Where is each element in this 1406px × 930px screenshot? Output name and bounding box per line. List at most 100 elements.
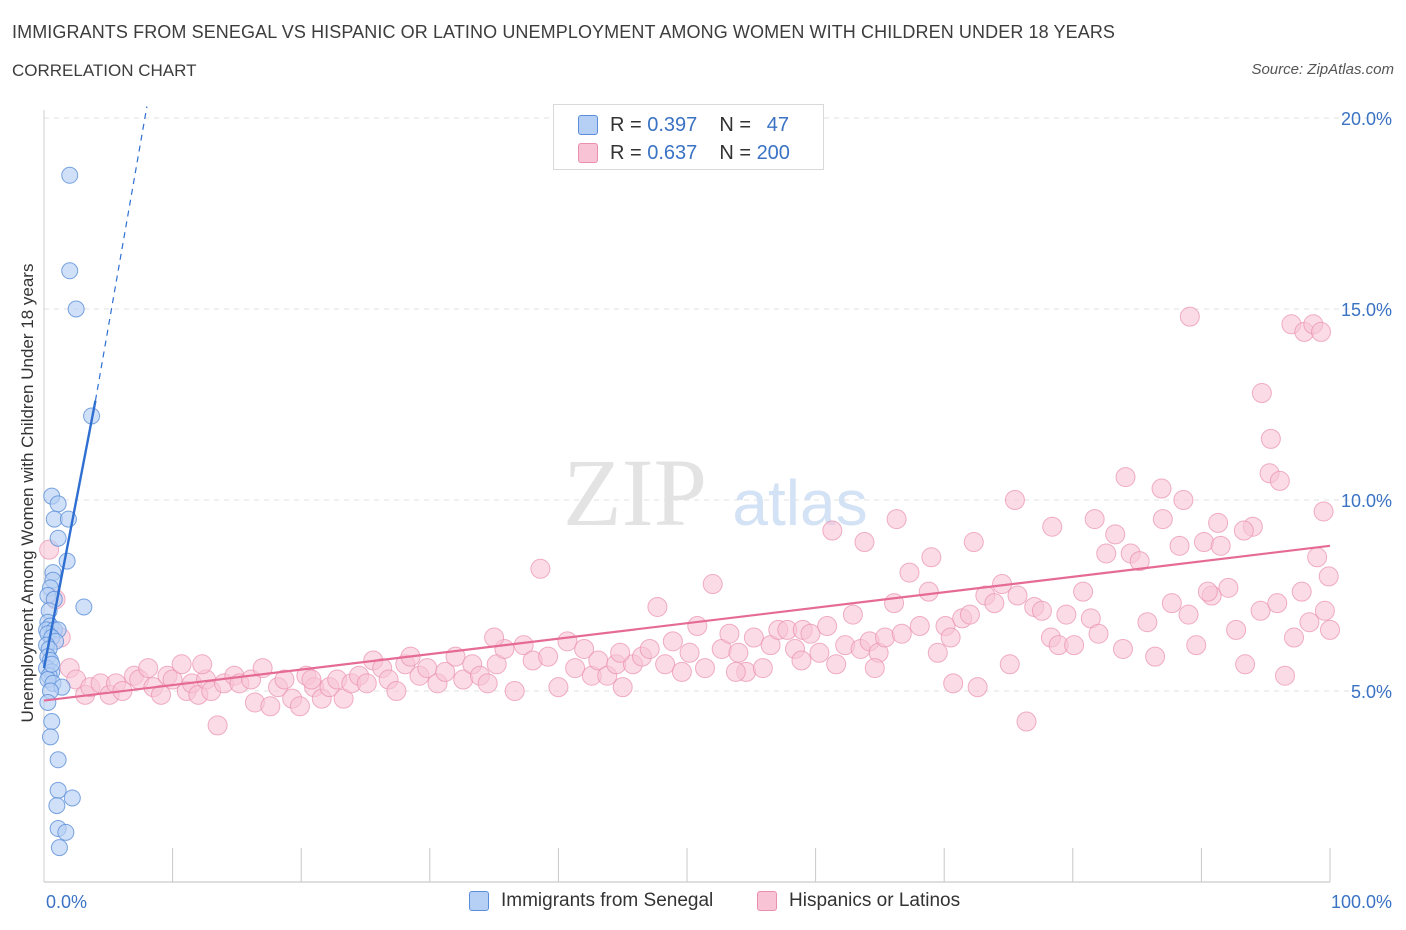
hispanic-point [999,654,1020,675]
correlation-legend: R = 0.397 N = 47 R = 0.637 N = 200 [553,104,824,170]
hispanic-point [538,646,559,667]
hispanic-point [192,654,213,675]
senegal-point [49,529,67,547]
legend-n-label: N = [719,113,751,136]
x-tick-label: 100.0% [1331,892,1392,912]
hispanic-point [1251,383,1272,404]
senegal-point [75,598,93,616]
legend-row-hispanic: R = 0.637 N = 200 [578,141,790,165]
hispanic-point [1197,581,1218,602]
tick-labels: 5.0% 10.0% 15.0% 20.0% 0.0% 100.0% [46,109,1392,912]
hispanic-point [791,650,812,671]
y-axis-label: Unemployment Among Women with Children U… [18,264,37,723]
hispanic-point [752,658,773,679]
hispanic-point [1031,600,1052,621]
hispanic-point [864,658,885,679]
hispanic-point [662,631,683,652]
hispanic-point [565,658,586,679]
senegal-point [63,789,81,807]
hispanic-point [800,623,821,644]
hispanic-point [1260,428,1281,449]
hispanic-point [1007,585,1028,606]
senegal-point [67,300,85,318]
hispanic-point [548,677,569,698]
hispanic-point [687,616,708,637]
hispanic-point [826,654,847,675]
bottom-legend-swatch-senegal [469,891,489,911]
hispanic-point [822,520,843,541]
watermark-zip: ZIP [563,439,707,546]
hispanic-point [1169,535,1190,556]
senegal-point [45,510,63,528]
hispanic-point [151,684,172,705]
senegal-trend-line [42,400,97,669]
hispanic-point [207,715,228,736]
legend-r-value-senegal: 0.397 [647,113,698,136]
hispanic-point [1208,512,1229,533]
hispanic-point [854,532,875,553]
senegal-point [41,728,59,746]
hispanic-trend-line [43,544,1331,702]
hispanic-point [702,574,723,595]
legend-r-label: R = [610,113,642,136]
hispanic-point [1151,478,1172,499]
hispanic-point [1218,577,1239,598]
hispanic-point [1313,501,1334,522]
hispanic-point [743,627,764,648]
hispanic-point [1179,306,1200,327]
legend-n-value-hispanic: 200 [756,141,790,164]
hispanic-point [1310,321,1331,342]
senegal-point [48,797,66,815]
hispanic-point [610,642,631,663]
senegal-point [49,495,67,513]
senegal-trend-extension [94,106,148,401]
x-tick-label: 0.0% [46,892,87,912]
hispanic-point [1307,547,1328,568]
hispanic-point [927,642,948,663]
hispanic-point [574,638,595,659]
hispanic-point [1016,711,1037,732]
chart-subtitle: CORRELATION CHART [12,61,197,80]
hispanic-point [1226,619,1247,640]
y-tick-label: 15.0% [1341,300,1392,320]
senegal-point [61,166,79,184]
hispanic-point [1137,612,1158,633]
bottom-legend-hispanic: Hispanics or Latinos [757,890,960,912]
hispanic-point [356,673,377,694]
hispanic-point [1186,635,1207,656]
hispanic-point [647,596,668,617]
hispanic-point [171,654,192,675]
bottom-legend-swatch-hispanic [757,891,777,911]
hispanic-point [301,669,322,690]
hispanic-point [260,696,281,717]
watermark-atlas: atlas [732,467,867,539]
senegal-point [50,839,68,857]
hispanic-point [504,681,525,701]
hispanic-point [1173,490,1194,510]
hispanic-point [1161,593,1182,614]
hispanic-point [1064,635,1085,656]
hispanic-point [1112,638,1133,659]
hispanic-point [484,627,505,648]
hispanic-point [671,661,692,682]
legend-swatch-hispanic [578,143,598,163]
hispanic-point [1178,604,1199,625]
bottom-legend-label-hispanic: Hispanics or Latinos [789,890,961,911]
hispanic-point [1088,623,1109,644]
hispanic-point [842,604,863,625]
hispanic-point [289,696,310,717]
hispanic-point [1105,524,1126,545]
series-senegal [38,166,101,857]
senegal-point [58,552,76,570]
legend-swatch-senegal [578,115,598,135]
hispanic-point [1320,619,1340,640]
senegal-point [57,823,75,841]
y-tick-label: 10.0% [1341,491,1392,511]
hispanic-point [921,547,942,568]
hispanic-point [1291,581,1312,602]
hispanic-point [513,635,534,656]
hispanic-point [1152,509,1173,530]
hispanic-point [1056,604,1077,625]
hispanic-point [1129,551,1150,572]
legend-n-label: N = [719,141,751,164]
